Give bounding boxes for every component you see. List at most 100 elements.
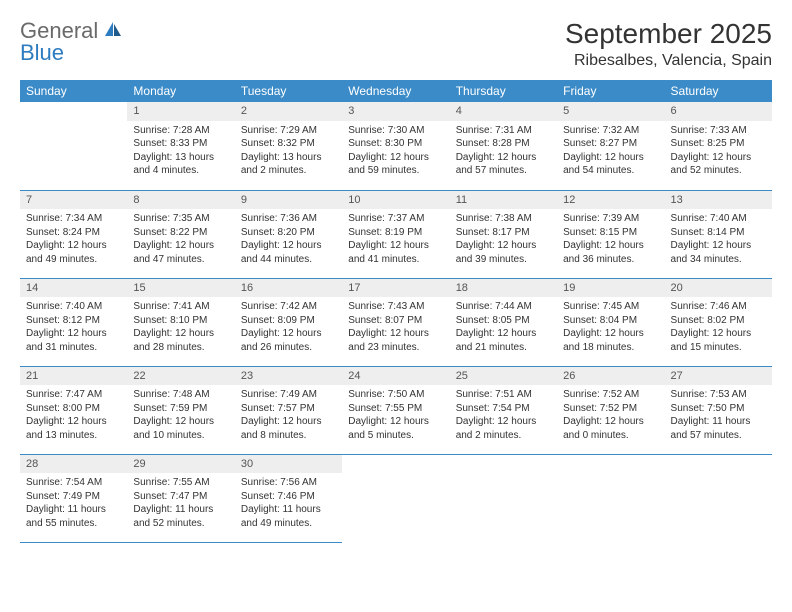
sunset-text: Sunset: 8:02 PM [671,314,766,328]
sunset-text: Sunset: 8:25 PM [671,137,766,151]
calendar-week-row: 21Sunrise: 7:47 AMSunset: 8:00 PMDayligh… [20,366,772,454]
daylight-text: Daylight: 12 hours and 57 minutes. [456,151,551,178]
day-number: 6 [665,102,772,121]
sunrise-text: Sunrise: 7:40 AM [26,300,121,314]
daylight-text: Daylight: 12 hours and 59 minutes. [348,151,443,178]
daylight-text: Daylight: 12 hours and 31 minutes. [26,327,121,354]
day-content: Sunrise: 7:44 AMSunset: 8:05 PMDaylight:… [450,297,557,357]
daylight-text: Daylight: 12 hours and 52 minutes. [671,151,766,178]
sunrise-text: Sunrise: 7:56 AM [241,476,336,490]
calendar-day-cell: 27Sunrise: 7:53 AMSunset: 7:50 PMDayligh… [665,366,772,454]
day-content: Sunrise: 7:50 AMSunset: 7:55 PMDaylight:… [342,385,449,445]
sunset-text: Sunset: 8:19 PM [348,226,443,240]
day-content: Sunrise: 7:33 AMSunset: 8:25 PMDaylight:… [665,121,772,181]
calendar-day-cell [20,102,127,190]
calendar-day-cell: 19Sunrise: 7:45 AMSunset: 8:04 PMDayligh… [557,278,664,366]
daylight-text: Daylight: 12 hours and 36 minutes. [563,239,658,266]
day-number: 20 [665,279,772,298]
sunrise-text: Sunrise: 7:35 AM [133,212,228,226]
sunset-text: Sunset: 8:15 PM [563,226,658,240]
day-content: Sunrise: 7:41 AMSunset: 8:10 PMDaylight:… [127,297,234,357]
day-number: 11 [450,191,557,210]
calendar-day-cell: 30Sunrise: 7:56 AMSunset: 7:46 PMDayligh… [235,454,342,542]
daylight-text: Daylight: 12 hours and 34 minutes. [671,239,766,266]
calendar-day-cell: 22Sunrise: 7:48 AMSunset: 7:59 PMDayligh… [127,366,234,454]
calendar-day-cell: 12Sunrise: 7:39 AMSunset: 8:15 PMDayligh… [557,190,664,278]
sunrise-text: Sunrise: 7:28 AM [133,124,228,138]
day-content: Sunrise: 7:54 AMSunset: 7:49 PMDaylight:… [20,473,127,533]
sunrise-text: Sunrise: 7:48 AM [133,388,228,402]
day-content: Sunrise: 7:45 AMSunset: 8:04 PMDaylight:… [557,297,664,357]
daylight-text: Daylight: 12 hours and 2 minutes. [456,415,551,442]
day-number: 8 [127,191,234,210]
day-content: Sunrise: 7:34 AMSunset: 8:24 PMDaylight:… [20,209,127,269]
sunrise-text: Sunrise: 7:47 AM [26,388,121,402]
daylight-text: Daylight: 11 hours and 55 minutes. [26,503,121,530]
sunset-text: Sunset: 7:49 PM [26,490,121,504]
day-number: 9 [235,191,342,210]
weekday-header: Monday [127,80,234,102]
day-content: Sunrise: 7:39 AMSunset: 8:15 PMDaylight:… [557,209,664,269]
day-number: 10 [342,191,449,210]
sail-icon [103,20,123,38]
sunrise-text: Sunrise: 7:40 AM [671,212,766,226]
day-content: Sunrise: 7:46 AMSunset: 8:02 PMDaylight:… [665,297,772,357]
calendar-day-cell: 21Sunrise: 7:47 AMSunset: 8:00 PMDayligh… [20,366,127,454]
day-number: 3 [342,102,449,121]
sunrise-text: Sunrise: 7:45 AM [563,300,658,314]
day-content: Sunrise: 7:56 AMSunset: 7:46 PMDaylight:… [235,473,342,533]
daylight-text: Daylight: 12 hours and 13 minutes. [26,415,121,442]
weekday-header: Tuesday [235,80,342,102]
sunset-text: Sunset: 8:33 PM [133,137,228,151]
sunrise-text: Sunrise: 7:46 AM [671,300,766,314]
sunset-text: Sunset: 8:17 PM [456,226,551,240]
calendar-week-row: 1Sunrise: 7:28 AMSunset: 8:33 PMDaylight… [20,102,772,190]
calendar-day-cell: 28Sunrise: 7:54 AMSunset: 7:49 PMDayligh… [20,454,127,542]
calendar-day-cell: 15Sunrise: 7:41 AMSunset: 8:10 PMDayligh… [127,278,234,366]
day-content: Sunrise: 7:35 AMSunset: 8:22 PMDaylight:… [127,209,234,269]
logo: General Blue [20,18,123,66]
sunset-text: Sunset: 8:07 PM [348,314,443,328]
sunrise-text: Sunrise: 7:51 AM [456,388,551,402]
day-content: Sunrise: 7:47 AMSunset: 8:00 PMDaylight:… [20,385,127,445]
day-content: Sunrise: 7:43 AMSunset: 8:07 PMDaylight:… [342,297,449,357]
sunrise-text: Sunrise: 7:42 AM [241,300,336,314]
sunset-text: Sunset: 8:27 PM [563,137,658,151]
day-number: 23 [235,367,342,386]
day-number: 4 [450,102,557,121]
daylight-text: Daylight: 11 hours and 52 minutes. [133,503,228,530]
daylight-text: Daylight: 12 hours and 39 minutes. [456,239,551,266]
sunset-text: Sunset: 8:24 PM [26,226,121,240]
calendar-day-cell: 17Sunrise: 7:43 AMSunset: 8:07 PMDayligh… [342,278,449,366]
day-number: 18 [450,279,557,298]
calendar-day-cell: 26Sunrise: 7:52 AMSunset: 7:52 PMDayligh… [557,366,664,454]
sunrise-text: Sunrise: 7:33 AM [671,124,766,138]
daylight-text: Daylight: 13 hours and 4 minutes. [133,151,228,178]
calendar-body: 1Sunrise: 7:28 AMSunset: 8:33 PMDaylight… [20,102,772,542]
calendar-day-cell: 8Sunrise: 7:35 AMSunset: 8:22 PMDaylight… [127,190,234,278]
daylight-text: Daylight: 12 hours and 41 minutes. [348,239,443,266]
sunrise-text: Sunrise: 7:55 AM [133,476,228,490]
day-content: Sunrise: 7:55 AMSunset: 7:47 PMDaylight:… [127,473,234,533]
calendar-table: SundayMondayTuesdayWednesdayThursdayFrid… [20,80,772,543]
sunset-text: Sunset: 7:50 PM [671,402,766,416]
daylight-text: Daylight: 12 hours and 5 minutes. [348,415,443,442]
sunset-text: Sunset: 8:10 PM [133,314,228,328]
day-number: 25 [450,367,557,386]
sunset-text: Sunset: 8:20 PM [241,226,336,240]
day-number [557,455,664,474]
day-number [450,455,557,474]
sunrise-text: Sunrise: 7:37 AM [348,212,443,226]
day-content: Sunrise: 7:42 AMSunset: 8:09 PMDaylight:… [235,297,342,357]
day-content: Sunrise: 7:48 AMSunset: 7:59 PMDaylight:… [127,385,234,445]
sunrise-text: Sunrise: 7:31 AM [456,124,551,138]
daylight-text: Daylight: 12 hours and 44 minutes. [241,239,336,266]
daylight-text: Daylight: 12 hours and 10 minutes. [133,415,228,442]
weekday-header: Saturday [665,80,772,102]
day-number: 21 [20,367,127,386]
sunrise-text: Sunrise: 7:53 AM [671,388,766,402]
day-number: 24 [342,367,449,386]
sunset-text: Sunset: 8:12 PM [26,314,121,328]
daylight-text: Daylight: 12 hours and 54 minutes. [563,151,658,178]
sunset-text: Sunset: 8:22 PM [133,226,228,240]
